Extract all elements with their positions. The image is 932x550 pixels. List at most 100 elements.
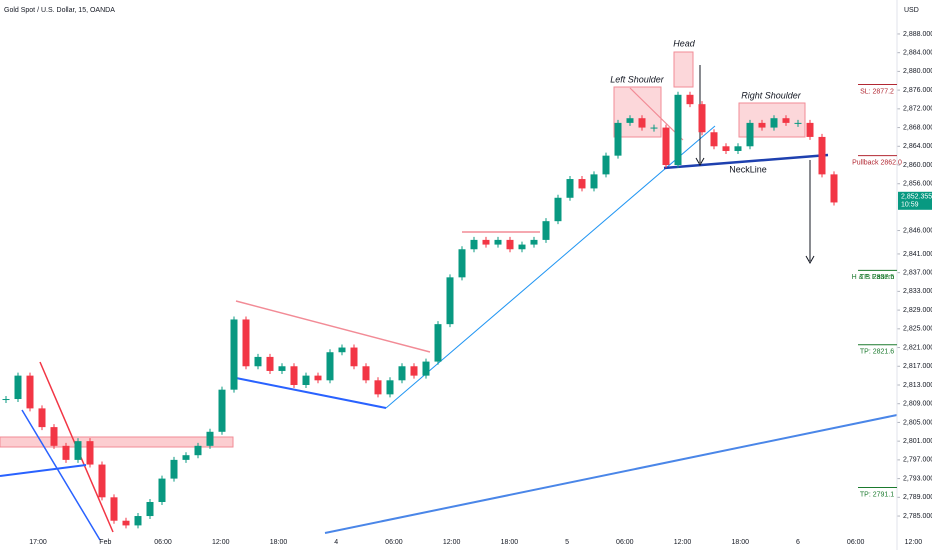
arrow-head: [695, 157, 705, 167]
chart-title: Gold Spot / U.S. Dollar, 15, OANDA: [4, 7, 115, 14]
annotation: NeckLine: [729, 164, 767, 174]
y-tick-label: 2,837.000: [903, 270, 932, 277]
candle: [686, 94, 694, 105]
y-tick-label: 2,793.000: [903, 475, 932, 482]
candle: [122, 520, 130, 526]
candle: [50, 427, 58, 446]
candle: [446, 277, 454, 325]
candle: [482, 239, 490, 245]
level-label: TP: 2837.5: [860, 274, 894, 281]
candle: [530, 239, 538, 245]
y-tick-label: 2,833.000: [903, 288, 932, 295]
candle: [794, 122, 802, 124]
candle: [710, 132, 718, 147]
candle: [374, 380, 382, 395]
last-price: 2,852.355: [901, 194, 932, 201]
x-tick-label: 18:00: [501, 539, 519, 546]
y-tick-label: 2,817.000: [903, 363, 932, 370]
candle: [158, 478, 166, 502]
candle: [650, 127, 658, 129]
candle: [662, 127, 670, 166]
candle: [338, 347, 346, 353]
candle: [386, 380, 394, 395]
y-tick-label: 2,813.000: [903, 382, 932, 389]
candle: [566, 179, 574, 198]
annotation: H & S Pattern: [852, 274, 895, 281]
y-tick-label: 2,864.000: [903, 143, 932, 150]
trendline: [0, 464, 87, 477]
trendline: [235, 377, 387, 409]
trendline: [324, 414, 898, 534]
candle: [38, 408, 46, 428]
candle: [278, 366, 286, 371]
candle: [98, 464, 106, 498]
candle: [254, 356, 262, 367]
x-tick-label: 6: [796, 539, 800, 546]
candle: [578, 179, 586, 189]
candle: [302, 375, 310, 385]
y-tick-label: 2,872.000: [903, 106, 932, 113]
candle: [542, 221, 550, 240]
x-tick-label: 06:00: [616, 539, 634, 546]
candle: [410, 366, 418, 376]
x-tick-label: 17:00: [29, 539, 47, 546]
candle: [242, 319, 250, 367]
x-tick-label: Feb: [99, 539, 111, 546]
candle: [326, 352, 334, 381]
candle: [470, 239, 478, 250]
candle: [86, 441, 94, 465]
y-tick-label: 2,884.000: [903, 50, 932, 57]
candle: [590, 174, 598, 189]
y-tick-label: 2,868.000: [903, 124, 932, 131]
y-tick-label: 2,801.000: [903, 438, 932, 445]
left-shoulder-box: [613, 86, 662, 138]
trendline: [21, 409, 101, 541]
candle: [218, 389, 226, 432]
candle: [206, 431, 214, 446]
arrow-head: [805, 255, 815, 265]
countdown: 10:59: [901, 202, 919, 209]
y-tick-label: 2,841.000: [903, 251, 932, 258]
x-tick-label: 06:00: [847, 539, 865, 546]
x-tick-label: 18:00: [270, 539, 288, 546]
head-box: [673, 51, 694, 88]
candle: [266, 356, 274, 371]
candle: [638, 118, 646, 128]
candle: [290, 366, 298, 385]
x-tick-label: 12:00: [443, 539, 461, 546]
candle: [554, 197, 562, 222]
price-label-box: [898, 191, 932, 210]
level-label: TP: 2821.6: [860, 349, 894, 356]
y-tick-label: 2,825.000: [903, 326, 932, 333]
candle: [182, 455, 190, 460]
candle: [170, 459, 178, 479]
y-tick-label: 2,856.000: [903, 181, 932, 188]
trendline: [235, 300, 431, 353]
candle: [746, 122, 754, 147]
candle: [698, 104, 706, 133]
annotation: Head: [673, 38, 696, 48]
y-tick-label: 2,805.000: [903, 419, 932, 426]
candle: [518, 244, 526, 250]
candle: [14, 375, 22, 400]
y-tick-label: 2,809.000: [903, 401, 932, 408]
y-tick-label: 2,821.000: [903, 344, 932, 351]
candle: [350, 347, 358, 367]
candle: [74, 441, 82, 460]
y-tick-label: 2,829.000: [903, 307, 932, 314]
candle: [506, 239, 514, 250]
y-tick-label: 2,880.000: [903, 68, 932, 75]
y-tick-label: 2,876.000: [903, 87, 932, 94]
candle: [146, 501, 154, 517]
x-tick-label: 12:00: [905, 539, 923, 546]
candle: [818, 136, 826, 175]
candle: [758, 122, 766, 128]
candle: [2, 399, 10, 401]
candle: [770, 118, 778, 128]
level-label: TP: 2791.1: [860, 491, 894, 498]
y-tick-label: 2,785.000: [903, 513, 932, 520]
x-tick-label: 18:00: [731, 539, 749, 546]
annotation: Left Shoulder: [610, 74, 665, 84]
candle: [830, 174, 838, 203]
